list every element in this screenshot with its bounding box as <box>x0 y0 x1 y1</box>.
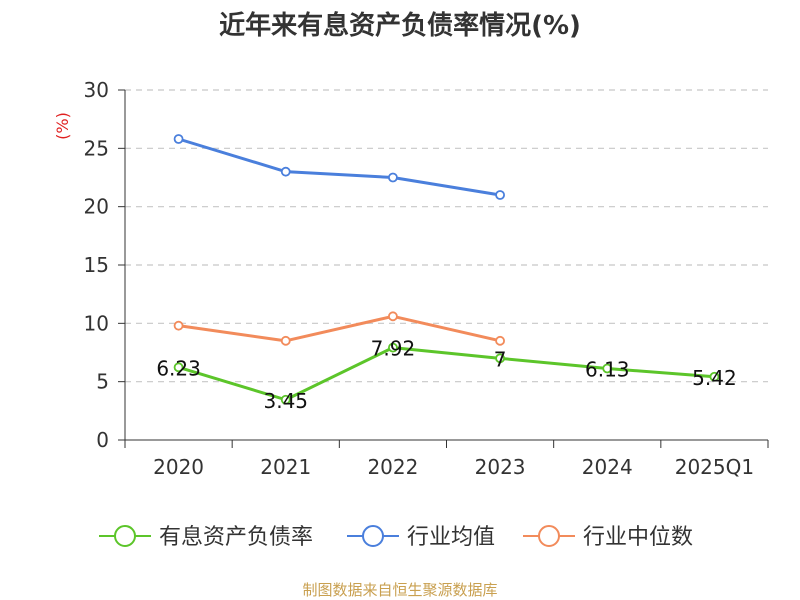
legend-marker <box>538 525 560 547</box>
legend-item[interactable]: 行业中位数 <box>523 525 693 550</box>
legend-marker <box>362 525 384 547</box>
x-tick-label: 2025Q1 <box>675 455 754 479</box>
data-point[interactable] <box>495 335 505 346</box>
data-labels: 6.23 3.45 7.92 7 6.13 5.42 <box>156 337 736 413</box>
source-note: 制图数据来自恒生聚源数据库 <box>302 581 497 599</box>
series-layer <box>173 134 720 405</box>
y-tick-label: 30 <box>84 78 109 102</box>
legend[interactable]: 有息资产负债率 行业均值 行业中位数 <box>99 525 693 550</box>
y-tick-label: 20 <box>84 195 109 219</box>
series-line <box>178 314 501 343</box>
legend-label: 行业中位数 <box>583 525 693 550</box>
data-label: 7.92 <box>371 337 416 361</box>
legend-marker <box>114 525 136 547</box>
data-point[interactable] <box>280 335 291 346</box>
series-line <box>178 137 501 197</box>
legend-label: 行业均值 <box>407 525 495 550</box>
data-point[interactable] <box>495 190 505 200</box>
data-label: 3.45 <box>263 389 308 413</box>
series-line <box>178 346 715 402</box>
y-axis-unit: (%) <box>53 112 72 140</box>
y-tick-label: 5 <box>96 370 109 394</box>
legend-label: 有息资产负债率 <box>159 525 313 550</box>
data-point[interactable] <box>388 172 398 183</box>
data-point[interactable] <box>173 320 184 331</box>
chart-title: 近年来有息资产负债率情况(%) <box>219 10 581 41</box>
x-tick-label: 2022 <box>367 455 418 479</box>
data-label: 6.13 <box>585 357 630 381</box>
data-point[interactable] <box>495 353 505 364</box>
data-point[interactable] <box>388 311 398 322</box>
x-tick-label: 2023 <box>475 455 526 479</box>
data-label: 7 <box>494 347 507 371</box>
legend-item[interactable]: 行业均值 <box>347 525 495 550</box>
data-point[interactable] <box>173 362 184 373</box>
legend-item[interactable]: 有息资产负债率 <box>99 525 313 550</box>
grid <box>125 89 768 383</box>
data-point[interactable] <box>280 394 291 405</box>
data-point[interactable] <box>173 134 184 144</box>
data-point[interactable] <box>602 363 613 374</box>
y-tick-label: 25 <box>84 136 109 160</box>
data-point[interactable] <box>388 342 398 353</box>
data-label: 5.42 <box>692 366 737 390</box>
y-tick-label: 15 <box>84 253 109 277</box>
x-tick-label: 2020 <box>153 455 204 479</box>
data-label: 6.23 <box>156 356 201 380</box>
axes: 0 5 10 15 20 25 30 2020 2021 2022 2023 2024 2025Q1 <box>84 78 769 479</box>
x-tick-label: 2024 <box>582 455 633 479</box>
data-point[interactable] <box>709 371 720 382</box>
y-tick-label: 0 <box>96 428 109 452</box>
y-tick-label: 10 <box>84 311 109 335</box>
x-tick-label: 2021 <box>260 455 311 479</box>
data-point[interactable] <box>280 166 291 177</box>
